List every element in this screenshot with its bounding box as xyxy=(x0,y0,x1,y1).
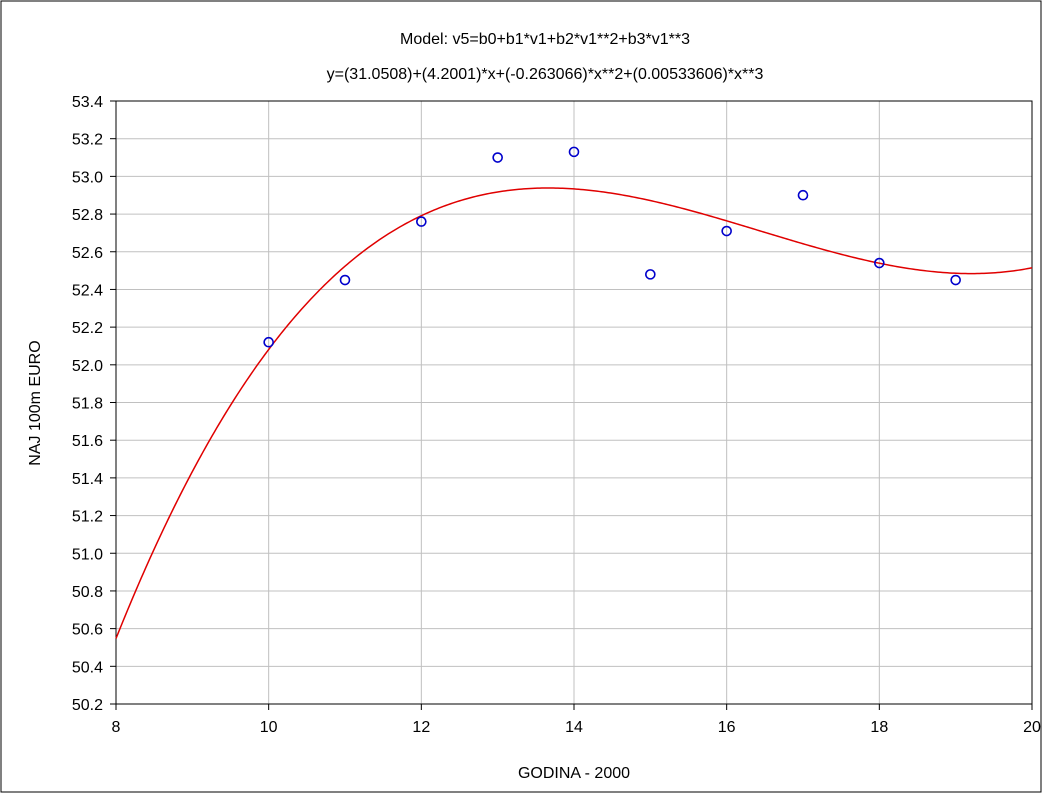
plot-area-border xyxy=(115,100,1033,705)
y-tick-label: 51.6 xyxy=(72,433,103,450)
data-point xyxy=(721,225,732,237)
data-point xyxy=(874,257,885,269)
y-tick-label: 53.0 xyxy=(72,169,103,186)
x-tick-label: 18 xyxy=(870,719,888,736)
data-points xyxy=(263,146,961,348)
y-tick-label: 50.2 xyxy=(72,697,103,714)
data-point xyxy=(568,146,580,158)
y-tick-label: 52.4 xyxy=(72,282,103,299)
x-tick-label: 14 xyxy=(565,719,583,736)
y-tick-label: 53.4 xyxy=(72,94,103,111)
data-point xyxy=(263,336,274,348)
y-tick-label: 51.0 xyxy=(72,546,103,563)
x-axis-ticks: 8 10 12 14 16 18 20 xyxy=(112,704,1041,736)
x-tick-label: 12 xyxy=(412,719,430,736)
y-tick-label: 51.4 xyxy=(72,471,103,488)
y-tick-label: 50.4 xyxy=(72,659,103,676)
x-tick-label: 10 xyxy=(260,719,278,736)
y-tick-label: 51.2 xyxy=(72,509,103,526)
data-point xyxy=(645,269,656,280)
y-tick-label: 50.6 xyxy=(72,622,103,639)
data-point xyxy=(339,274,351,286)
y-tick-label: 53.2 xyxy=(72,132,103,149)
x-tick-label: 20 xyxy=(1023,719,1041,736)
y-tick-label: 52.8 xyxy=(72,207,103,224)
data-point xyxy=(492,152,503,163)
y-tick-label: 50.8 xyxy=(72,584,103,601)
y-axis-ticks: 50.2 50.4 50.6 50.8 51.0 51.2 51.4 51.6 51.8 52.0… xyxy=(72,94,116,714)
y-tick-label: 51.8 xyxy=(72,396,103,413)
y-tick-label: 52.6 xyxy=(72,245,103,262)
y-tick-label: 52.2 xyxy=(72,320,103,337)
x-tick-label: 16 xyxy=(718,719,736,736)
y-tick-label: 52.0 xyxy=(72,358,103,375)
data-point xyxy=(950,274,961,286)
chart-title: Model: v5=b0+b1*v1+b2*v1**2+b3*v1**3 xyxy=(400,31,690,48)
y-axis-label: NAJ 100m EURO xyxy=(27,340,44,465)
chart-subtitle: y=(31.0508)+(4.2001)*x+(-0.263066)*x**2+… xyxy=(327,66,764,83)
data-point xyxy=(416,216,427,227)
data-point xyxy=(797,189,809,201)
fit-curve xyxy=(115,187,1033,639)
x-axis-label: GODINA - 2000 xyxy=(518,765,630,782)
x-tick-label: 8 xyxy=(112,719,121,736)
